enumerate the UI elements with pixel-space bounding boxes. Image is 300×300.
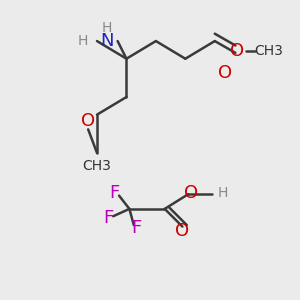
Text: O: O [81, 112, 95, 130]
Text: O: O [230, 42, 244, 60]
Text: F: F [132, 219, 142, 237]
Text: H: H [78, 34, 88, 48]
Text: H: H [218, 186, 228, 200]
Text: N: N [100, 32, 114, 50]
Text: CH3: CH3 [82, 159, 111, 173]
Text: O: O [175, 222, 190, 240]
Text: F: F [110, 184, 120, 202]
Text: F: F [104, 209, 114, 227]
Text: O: O [218, 64, 232, 82]
Text: CH3: CH3 [254, 44, 284, 58]
Text: H: H [102, 21, 112, 35]
Text: O: O [184, 184, 198, 202]
